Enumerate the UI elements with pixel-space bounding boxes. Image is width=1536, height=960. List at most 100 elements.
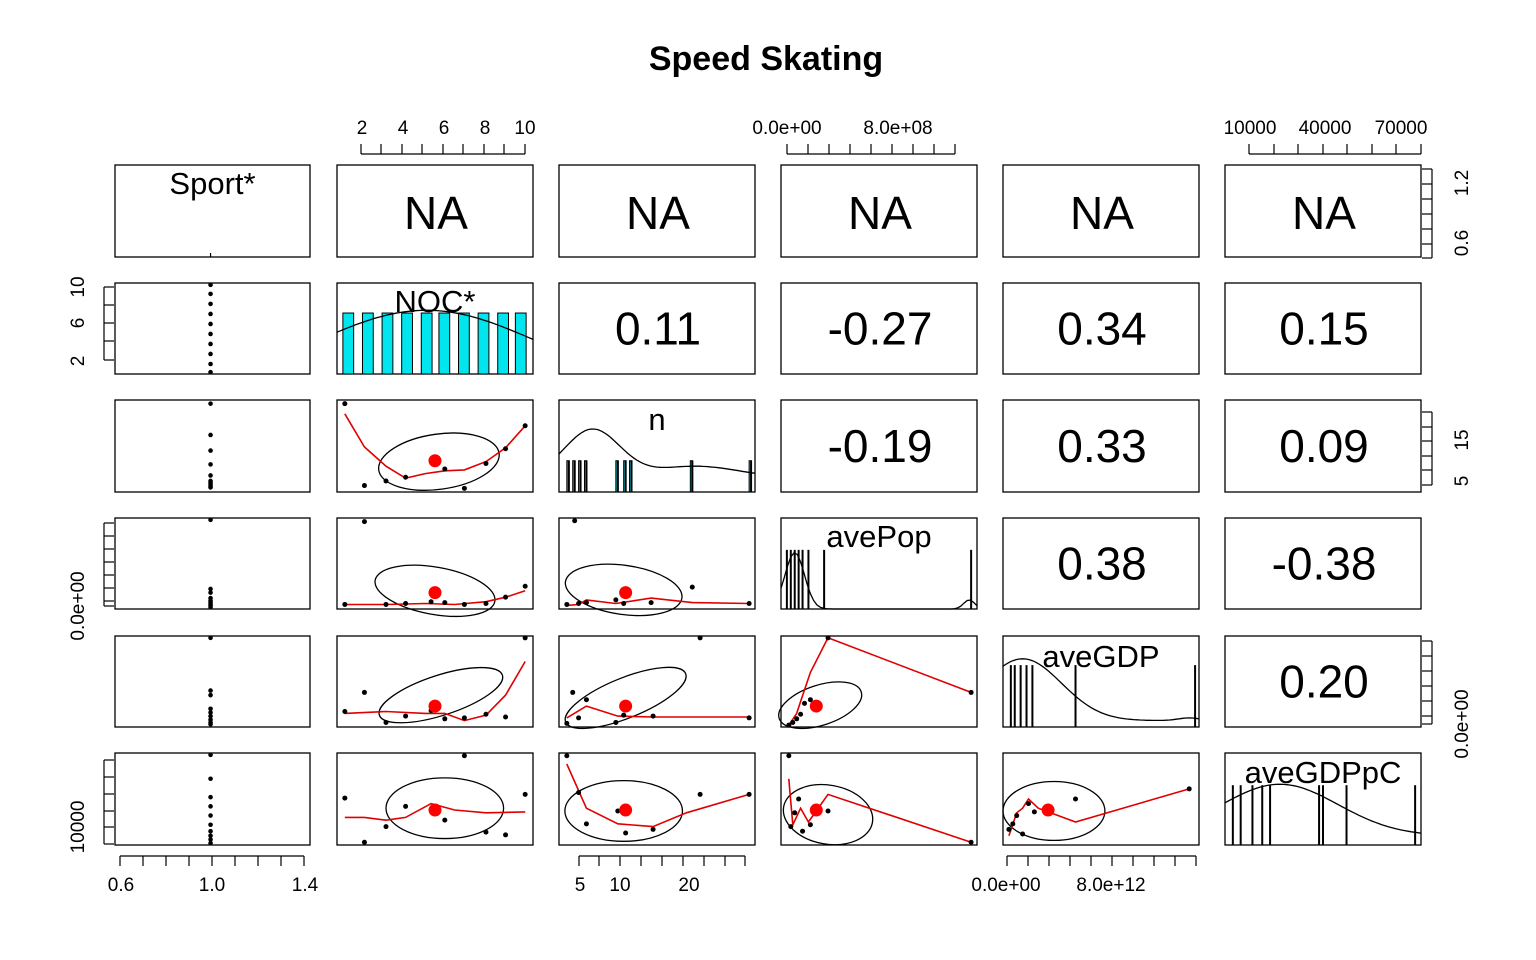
point-avegdp-noc-2 [383, 719, 389, 725]
point-avepop-noc-1 [361, 519, 367, 525]
point-avegdppc-n-0 [564, 753, 570, 759]
point-avegdppc-avegdp-7 [1186, 786, 1192, 792]
panel-n-noc [336, 399, 534, 493]
panel-n-avepop [780, 399, 978, 493]
point-avepop-n-4 [613, 597, 619, 603]
ellipse-avegdppc-avegdp [1002, 780, 1106, 842]
center-avegdppc-avegdp [1041, 803, 1055, 817]
panel-noc-n [558, 282, 756, 375]
ellipse-avegdp-n [564, 666, 687, 730]
point-avegdppc-avepop-3 [796, 796, 802, 802]
sport-point-noc-8 [208, 291, 213, 297]
sport-point-avegdppc-9 [208, 752, 213, 758]
sport-point-noc-0 [208, 369, 213, 375]
sport-point-noc-2 [208, 351, 213, 357]
ellipse-avegdppc-avepop [782, 783, 874, 846]
axis-bottom-n-label-2: 20 [678, 875, 699, 896]
point-avegdp-noc-9 [522, 635, 528, 641]
point-avegdppc-n-2 [583, 821, 589, 827]
panel-avepop-sport [114, 517, 311, 610]
point-avegdppc-avegdp-3 [1020, 831, 1026, 837]
point-avegdp-avepop-3 [798, 711, 804, 717]
axis-right-sport-label-0: 0.6 [1452, 230, 1473, 256]
point-avepop-noc-8 [503, 594, 509, 600]
panel-n-avegdp [1002, 399, 1200, 493]
axis-top-noc-label-2: 6 [439, 118, 450, 139]
ellipse-avegdp-noc [378, 666, 504, 724]
point-avegdppc-noc-1 [361, 839, 367, 845]
chart-title: Speed Skating [649, 40, 883, 78]
point-avegdp-avepop-2 [794, 716, 800, 722]
point-avegdp-noc-8 [503, 714, 509, 720]
panel-avegdppc-avepop [780, 752, 978, 846]
axis-top-avepop-label-1: 8.0e+08 [863, 118, 932, 139]
smoother-avegdp-noc [344, 661, 526, 722]
point-avegdppc-n-1 [576, 790, 582, 796]
point-avegdp-n-8 [746, 715, 752, 721]
point-avegdp-noc-7 [483, 711, 489, 717]
na-label-avegdppc: NA [1292, 187, 1356, 239]
point-avegdppc-n-3 [615, 808, 621, 814]
axis-left-noc-label-1: 6 [68, 318, 89, 329]
panel-avegdp-sport [114, 635, 311, 728]
point-avegdppc-noc-0 [342, 795, 348, 801]
point-avegdp-n-4 [613, 719, 619, 725]
point-avegdp-n-0 [570, 689, 576, 695]
point-avepop-n-6 [648, 600, 654, 606]
sport-point-n-8 [208, 432, 213, 438]
sport-point-avegdppc-4 [208, 822, 213, 828]
sport-point-avepop-8 [208, 517, 213, 523]
panel-avegdp-noc [336, 635, 534, 728]
panel-noc-avegdppc [1224, 282, 1422, 375]
smoother-avegdp-avepop [788, 636, 972, 726]
noc-hist-bar-7 [477, 312, 490, 375]
point-avegdp-avepop-5 [807, 697, 813, 703]
sport-point-avegdppc-8 [208, 776, 213, 782]
center-avegdp-avepop [809, 699, 823, 713]
point-avegdppc-noc-2 [383, 824, 389, 830]
diag-label-avegdppc: aveGDPpC [1245, 755, 1402, 790]
axis-bottom-sport-label-0: 0.6 [108, 875, 134, 896]
axis-bottom-sport-label-2: 1.4 [292, 875, 319, 896]
axis-bottom-n-label-0: 5 [575, 875, 586, 896]
panel-avegdp-avepop [780, 635, 978, 728]
panel-avegdp-avegdp [1002, 635, 1200, 728]
point-avepop-n-5 [621, 601, 627, 607]
sport-point-n-9 [208, 401, 213, 406]
panel-noc-noc [336, 282, 534, 375]
sport-point-avegdppc-5 [208, 813, 213, 818]
panel-avegdp-avegdppc [1224, 635, 1422, 728]
axis-top-noc-label-0: 2 [357, 118, 368, 139]
sport-point-noc-3 [208, 341, 213, 347]
point-avepop-n-1 [564, 601, 570, 607]
point-avegdppc-avepop-6 [825, 808, 831, 814]
corr-noc-avegdp: 0.34 [1057, 303, 1147, 355]
point-avegdp-noc-6 [461, 715, 467, 721]
ellipse-avegdppc-noc [385, 777, 505, 840]
point-avepop-noc-2 [383, 601, 389, 607]
point-avegdppc-noc-6 [461, 753, 467, 759]
point-avepop-noc-9 [522, 583, 528, 589]
panel-sport-noc [336, 164, 534, 258]
point-avegdp-avepop-0 [786, 722, 792, 728]
panel-avegdppc-avegdp [1002, 752, 1200, 846]
sport-point-avepop-7 [208, 586, 213, 592]
panel-sport-avepop [780, 164, 978, 258]
panel-n-sport [114, 399, 311, 493]
point-avepop-noc-0 [342, 601, 348, 607]
point-avegdp-n-3 [583, 697, 589, 703]
sport-point-avepop-5 [208, 595, 213, 601]
smoother-n-noc [344, 413, 526, 480]
ellipse-avegdppc-n [564, 779, 684, 842]
diag-label-sport: Sport* [169, 166, 255, 201]
panel-n-avegdppc [1224, 399, 1422, 493]
point-avegdppc-avepop-0 [786, 753, 792, 759]
panel-avepop-avegdp [1002, 517, 1200, 610]
noc-density-line [336, 309, 534, 340]
point-avegdppc-noc-9 [522, 791, 528, 797]
point-avegdppc-n-4 [623, 830, 629, 836]
sport-point-n-4 [208, 478, 213, 484]
na-label-n: NA [626, 187, 690, 239]
